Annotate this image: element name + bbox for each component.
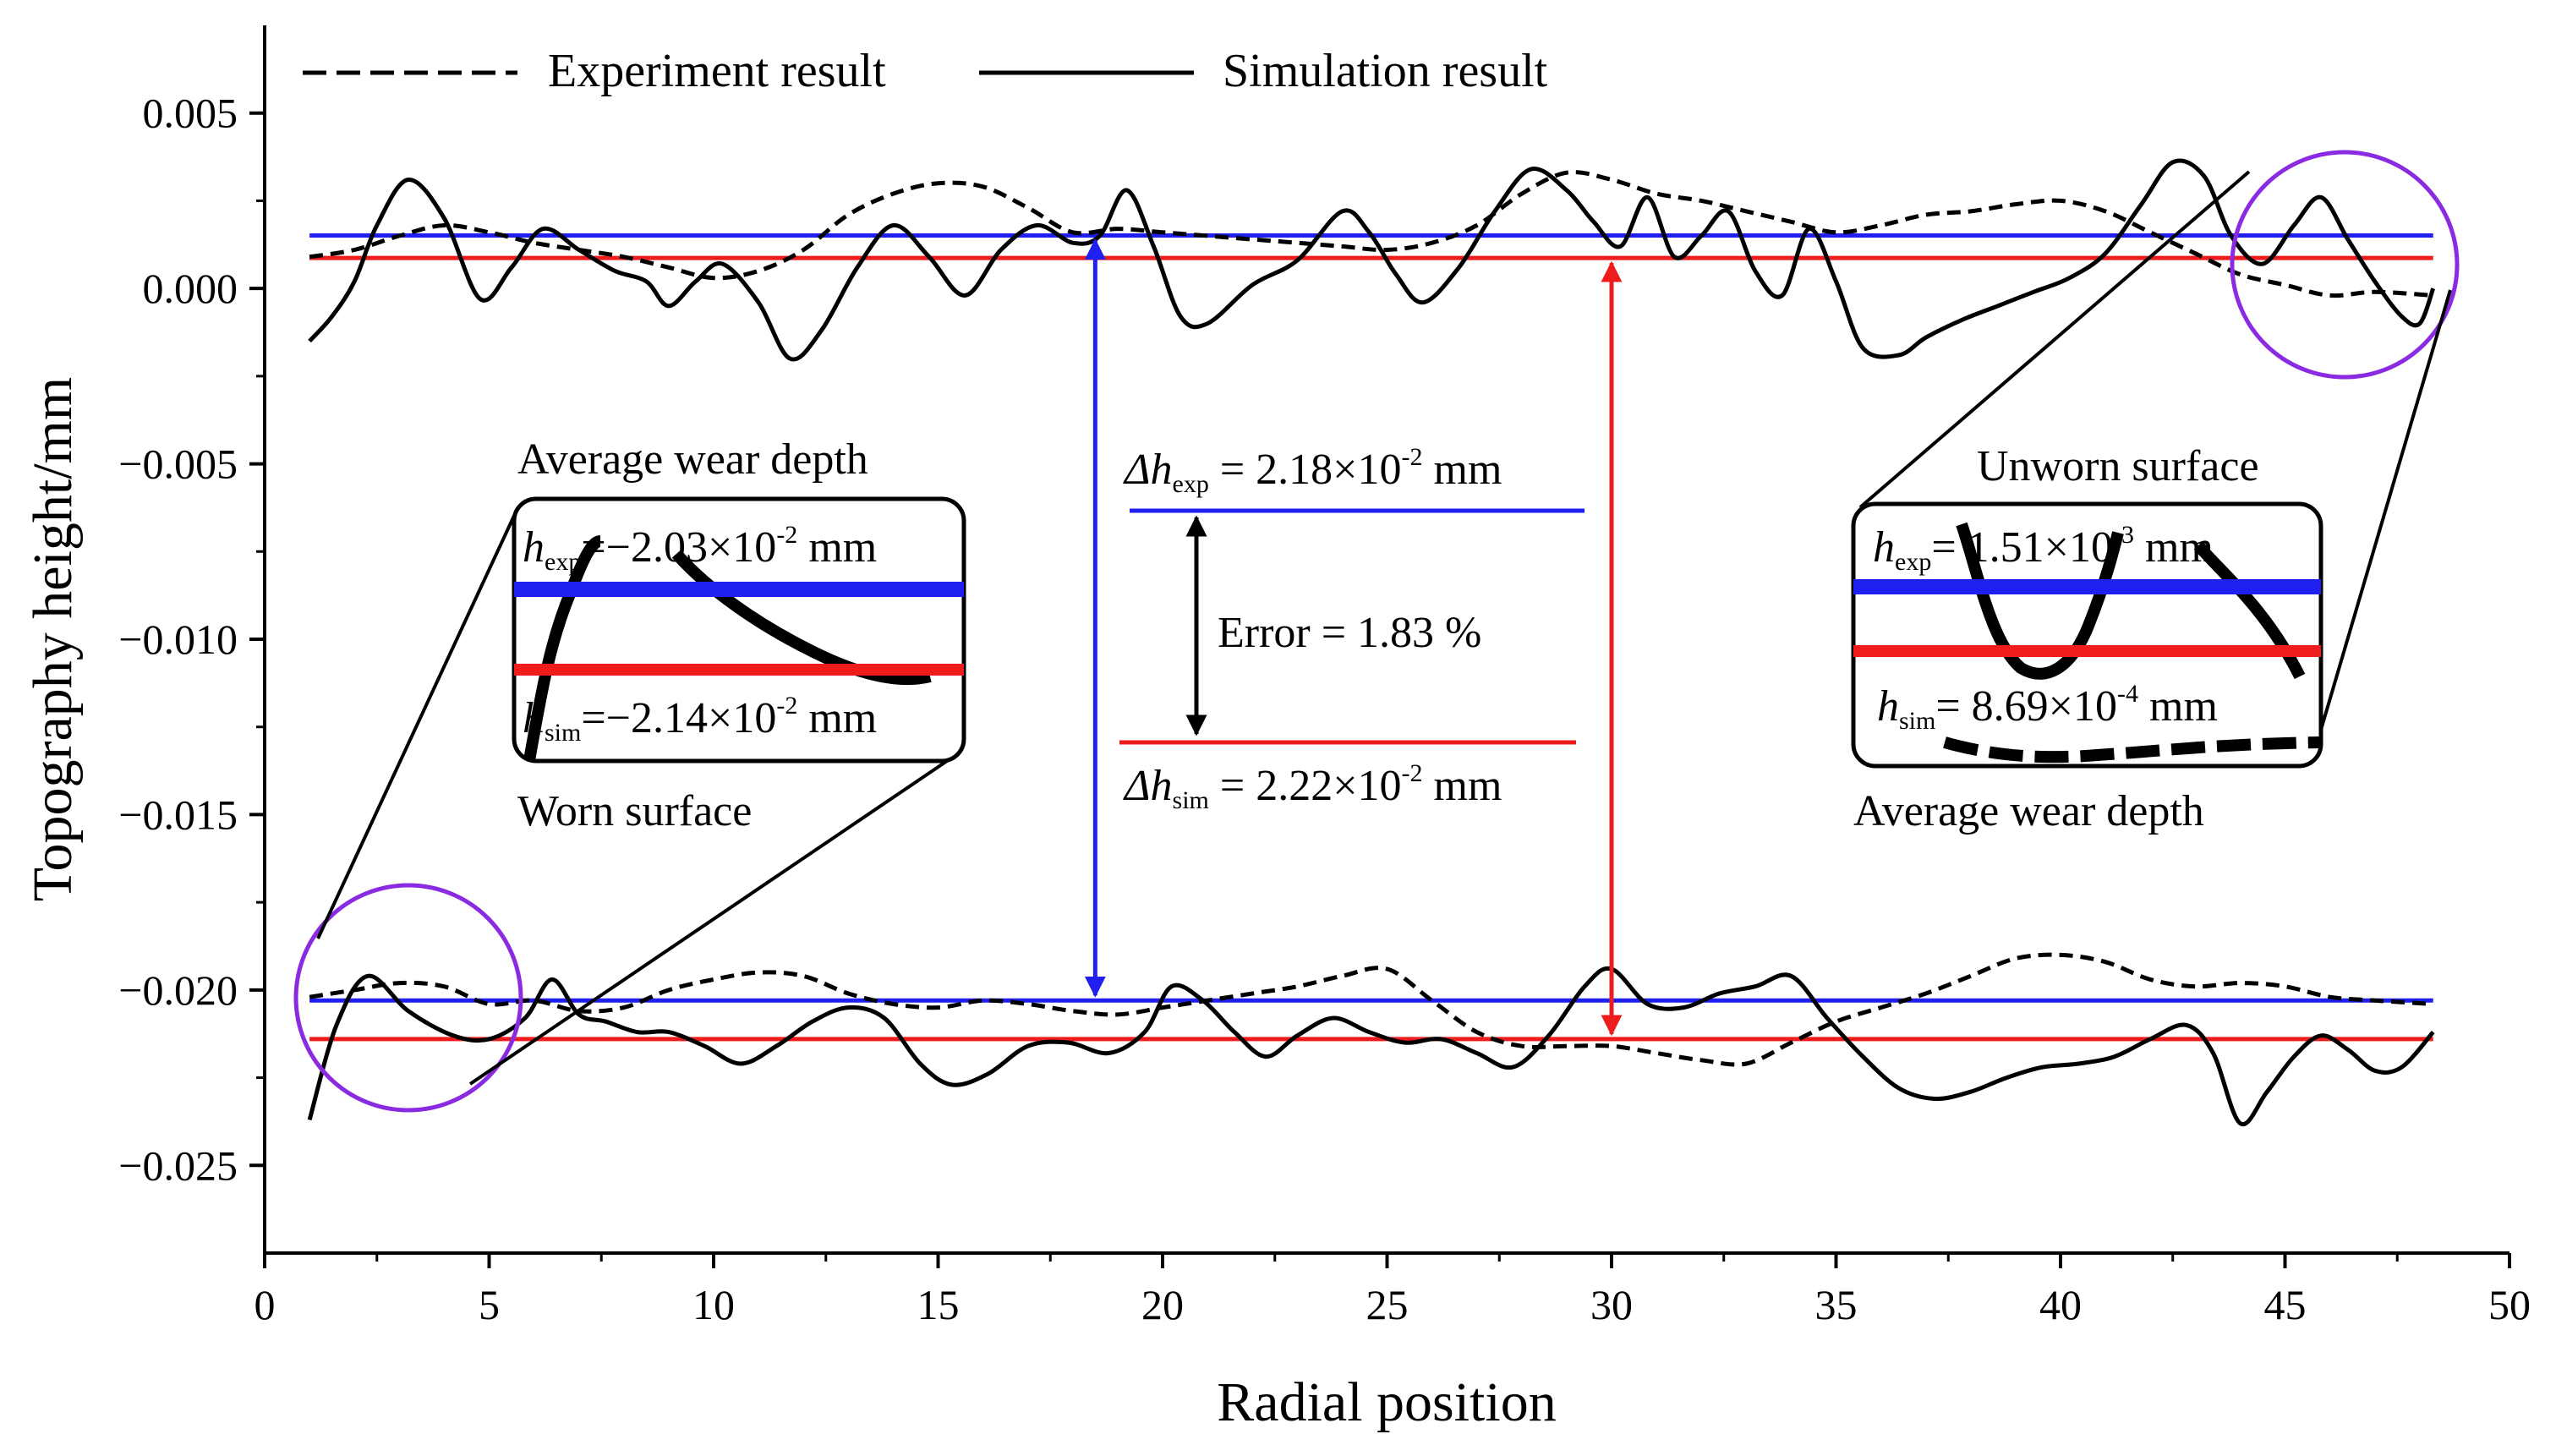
right-inset-caption: Average wear depth bbox=[1853, 787, 2204, 835]
left-connector-upper bbox=[316, 515, 516, 939]
left-inset-curve-a bbox=[523, 535, 602, 761]
x-tick-label: 30 bbox=[1590, 1281, 1633, 1328]
series-line bbox=[307, 966, 2435, 1127]
left-inset-sim-value: hsim=−2.14×10-2 mm bbox=[523, 692, 877, 747]
x-tick-label: 5 bbox=[479, 1281, 500, 1328]
y-tick-label: −0.010 bbox=[118, 616, 238, 663]
x-tick-label: 15 bbox=[917, 1281, 960, 1328]
x-tick-label: 20 bbox=[1141, 1281, 1184, 1328]
left-inset-title: Average wear depth bbox=[517, 435, 868, 484]
center-annotation: Δhexp = 2.18×10-2 mm Error = 1.83 % Δhsi… bbox=[1119, 443, 1585, 814]
delta-sim-label: Δhsim = 2.22×10-2 mm bbox=[1123, 759, 1502, 814]
y-axis-label: Topography height/mm bbox=[22, 377, 84, 901]
y-tick-label: −0.025 bbox=[118, 1141, 238, 1189]
left-inset-box bbox=[512, 496, 966, 764]
series-line bbox=[309, 952, 2433, 1067]
y-tick-label: −0.005 bbox=[118, 441, 238, 488]
right-connector-lower bbox=[2315, 289, 2452, 745]
right-highlight-circle bbox=[2230, 150, 2460, 380]
right-inset-curve-c bbox=[1943, 736, 2321, 764]
x-tick-label: 50 bbox=[2488, 1281, 2531, 1328]
right-inset: Unworn surface hexp= 1.51×10-3 mm hsim= … bbox=[1851, 442, 2323, 835]
right-inset-title: Unworn surface bbox=[1977, 442, 2259, 490]
axes: 0 5 10 15 20 25 30 35 40 45 50 0.005 0.000 −0.005 −0.… bbox=[118, 25, 2531, 1328]
series-line bbox=[308, 158, 2436, 362]
left-inset-exp-value: hexp=−2.03×10-2 mm bbox=[523, 521, 877, 576]
x-tick-label: 35 bbox=[1815, 1281, 1858, 1328]
legend-experiment-label: Experiment result bbox=[548, 45, 886, 97]
x-axis-label: Radial position bbox=[1217, 1371, 1556, 1433]
right-inset-exp-value: hexp= 1.51×10-3 mm bbox=[1873, 521, 2214, 576]
x-ticks: 0 5 10 15 20 25 30 35 40 45 50 bbox=[255, 1253, 2531, 1328]
x-tick-label: 10 bbox=[692, 1281, 735, 1328]
legend: Experiment result Simulation result bbox=[303, 45, 1548, 97]
x-tick-label: 0 bbox=[255, 1281, 276, 1328]
x-tick-label: 45 bbox=[2264, 1281, 2307, 1328]
legend-simulation-label: Simulation result bbox=[1223, 45, 1548, 97]
y-tick-label: 0.005 bbox=[143, 90, 238, 137]
y-ticks: 0.005 0.000 −0.005 −0.010 −0.015 −0.020 −0.025 bbox=[118, 90, 265, 1189]
left-inset-caption: Worn surface bbox=[517, 787, 752, 835]
error-label: Error = 1.83 % bbox=[1218, 609, 1481, 657]
right-inset-sim-value: hsim= 8.69×10-4 mm bbox=[1877, 680, 2218, 735]
y-tick-label: 0.000 bbox=[143, 265, 238, 312]
left-inset: Average wear depth hexp=−2.03×10-2 mm hs… bbox=[512, 435, 966, 835]
series-line bbox=[309, 170, 2433, 298]
series-group bbox=[307, 158, 2436, 1127]
right-inset-curve-a bbox=[1956, 522, 2124, 680]
left-connector-lower bbox=[468, 759, 949, 1086]
x-tick-label: 40 bbox=[2039, 1281, 2082, 1328]
zoom-highlights bbox=[293, 150, 2460, 1113]
delta-exp-label: Δhexp = 2.18×10-2 mm bbox=[1123, 443, 1502, 498]
delta-arrows bbox=[1084, 238, 1623, 1037]
y-tick-label: −0.020 bbox=[118, 966, 238, 1014]
x-tick-label: 25 bbox=[1366, 1281, 1409, 1328]
right-connector-upper bbox=[1858, 170, 2251, 509]
y-tick-label: −0.015 bbox=[118, 791, 238, 838]
left-highlight-circle bbox=[293, 883, 523, 1113]
